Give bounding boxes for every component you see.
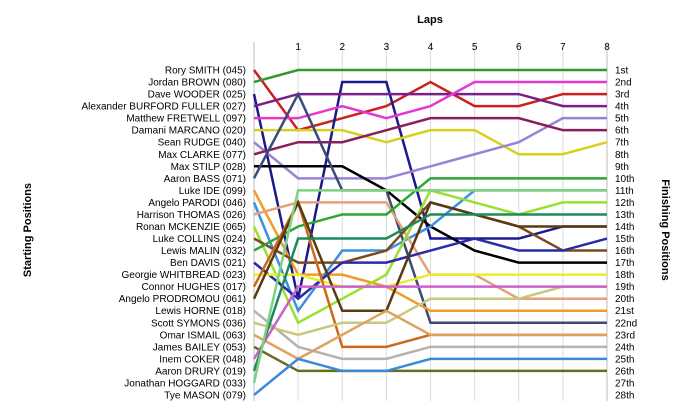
finishing-position-label: 5th bbox=[615, 114, 629, 125]
starting-driver-label: Jordan BROWN (080) bbox=[148, 78, 246, 89]
series-line bbox=[253, 177, 607, 252]
y-axis-title-left: Starting Positions bbox=[22, 183, 34, 277]
starting-position-labels: Rory SMITH (045)Jordan BROWN (080)Dave W… bbox=[82, 66, 247, 402]
finishing-position-label: 10th bbox=[615, 174, 634, 185]
series-line bbox=[253, 357, 607, 396]
series-line bbox=[253, 309, 607, 361]
series-line bbox=[253, 68, 607, 84]
starting-driver-label: Lewis MALIN (032) bbox=[161, 246, 246, 257]
starting-driver-label: Harrison THOMAS (026) bbox=[137, 210, 246, 221]
series-line bbox=[252, 91, 607, 325]
starting-driver-label: Angelo PRODROMOU (061) bbox=[119, 294, 246, 305]
finishing-position-label: 27th bbox=[615, 378, 634, 389]
starting-driver-label: Tye MASON (079) bbox=[164, 391, 246, 402]
finishing-position-label: 22nd bbox=[615, 318, 637, 329]
finishing-position-labels: 1st2nd3rd4th5th6th7th8th9th10th11th12th1… bbox=[615, 66, 637, 402]
starting-driver-label: Aaron BASS (071) bbox=[164, 174, 246, 185]
starting-driver-label: Rory SMITH (045) bbox=[165, 66, 246, 77]
finishing-position-label: 18th bbox=[615, 270, 634, 281]
finishing-position-label: 24th bbox=[615, 342, 634, 353]
finishing-position-label: 11th bbox=[615, 186, 634, 197]
lap-tick-label: 2 bbox=[339, 42, 345, 53]
starting-driver-label: Alexander BURFORD FULLER (027) bbox=[82, 102, 247, 113]
finishing-position-label: 19th bbox=[615, 282, 634, 293]
lap-tick-label: 3 bbox=[384, 42, 390, 53]
finishing-position-label: 15th bbox=[615, 234, 634, 245]
series-line bbox=[252, 80, 607, 299]
starting-driver-label: Max STILP (028) bbox=[171, 162, 246, 173]
finishing-position-label: 26th bbox=[615, 366, 634, 377]
lap-tick-label: 7 bbox=[560, 42, 566, 53]
series-line bbox=[252, 285, 607, 360]
finishing-position-label: 1st bbox=[615, 66, 629, 77]
starting-driver-label: Georgie WHITBREAD (023) bbox=[122, 270, 246, 281]
lap-tick-label: 1 bbox=[295, 42, 301, 53]
lap-tick-label: 6 bbox=[516, 42, 522, 53]
series-line bbox=[253, 116, 607, 156]
starting-driver-label: Luke COLLINS (024) bbox=[153, 234, 246, 245]
y-axis-title-right: Finishing Positions bbox=[659, 179, 671, 280]
finishing-position-label: 28th bbox=[615, 391, 634, 402]
starting-driver-label: Dave WOODER (025) bbox=[148, 90, 246, 101]
lap-tick-label: 8 bbox=[604, 42, 610, 53]
finishing-position-label: 7th bbox=[615, 138, 629, 149]
starting-driver-label: Angelo PARODI (046) bbox=[148, 198, 246, 209]
finishing-position-label: 16th bbox=[615, 246, 634, 257]
starting-driver-label: Sean RUDGE (040) bbox=[158, 138, 246, 149]
finishing-position-label: 4th bbox=[615, 102, 629, 113]
starting-driver-label: Inem COKER (048) bbox=[159, 354, 246, 365]
lap-tick-label: 4 bbox=[428, 42, 434, 53]
lap-tick-labels: 1 2 3 4 5 6 7 8 bbox=[295, 42, 610, 53]
x-axis-title: Laps bbox=[417, 14, 443, 26]
gridlines bbox=[253, 42, 608, 401]
finishing-position-label: 25th bbox=[615, 354, 634, 365]
finishing-position-label: 14th bbox=[615, 222, 634, 233]
series-line bbox=[254, 128, 608, 156]
finishing-position-label: 2nd bbox=[615, 78, 632, 89]
series-line bbox=[252, 213, 607, 372]
starting-driver-label: Matthew FRETWELL (097) bbox=[126, 114, 246, 125]
finishing-position-label: 17th bbox=[615, 258, 634, 269]
finishing-position-label: 3rd bbox=[615, 90, 629, 101]
series-line bbox=[253, 92, 607, 108]
starting-driver-label: Ben DAVIS (021) bbox=[170, 258, 246, 269]
finishing-position-label: 6th bbox=[615, 126, 629, 137]
finishing-position-label: 20th bbox=[615, 294, 634, 305]
starting-driver-label: Damani MARCANO (020) bbox=[132, 126, 246, 137]
finishing-position-label: 12th bbox=[615, 198, 634, 209]
finishing-position-label: 13th bbox=[615, 210, 634, 221]
series-lines bbox=[252, 68, 608, 396]
series-line bbox=[254, 80, 607, 120]
finishing-position-label: 8th bbox=[615, 150, 629, 161]
series-line bbox=[253, 285, 607, 337]
finishing-position-label: 21st bbox=[615, 306, 634, 317]
finishing-position-label: 9th bbox=[615, 162, 629, 173]
starting-driver-label: Max CLARKE (077) bbox=[158, 150, 246, 161]
series-line bbox=[252, 189, 607, 312]
starting-driver-label: Ronan MCKENZIE (065) bbox=[136, 222, 246, 233]
starting-driver-label: Jonathan HOGGARD (033) bbox=[124, 378, 246, 389]
starting-driver-label: James BAILEY (053) bbox=[153, 342, 246, 353]
starting-driver-label: Connor HUGHES (017) bbox=[142, 282, 246, 293]
starting-driver-label: Luke IDE (099) bbox=[179, 186, 246, 197]
lap-tick-label: 5 bbox=[472, 42, 478, 53]
starting-driver-label: Scott SYMONS (036) bbox=[151, 318, 246, 329]
finishing-position-label: 23rd bbox=[615, 330, 635, 341]
series-line bbox=[252, 189, 607, 384]
series-line bbox=[254, 273, 607, 288]
series-line bbox=[253, 345, 607, 373]
starting-driver-label: Aaron DRURY (019) bbox=[155, 366, 246, 377]
starting-driver-label: Omar ISMAIL (063) bbox=[160, 330, 246, 341]
starting-driver-label: Lewis HORNE (018) bbox=[155, 306, 246, 317]
